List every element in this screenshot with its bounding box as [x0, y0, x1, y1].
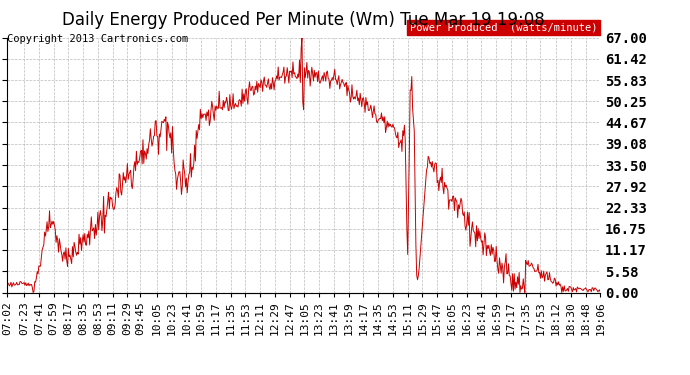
Text: Power Produced  (watts/minute): Power Produced (watts/minute) — [410, 22, 598, 32]
Text: Copyright 2013 Cartronics.com: Copyright 2013 Cartronics.com — [7, 34, 188, 44]
Text: Daily Energy Produced Per Minute (Wm) Tue Mar 19 19:08: Daily Energy Produced Per Minute (Wm) Tu… — [62, 11, 545, 29]
